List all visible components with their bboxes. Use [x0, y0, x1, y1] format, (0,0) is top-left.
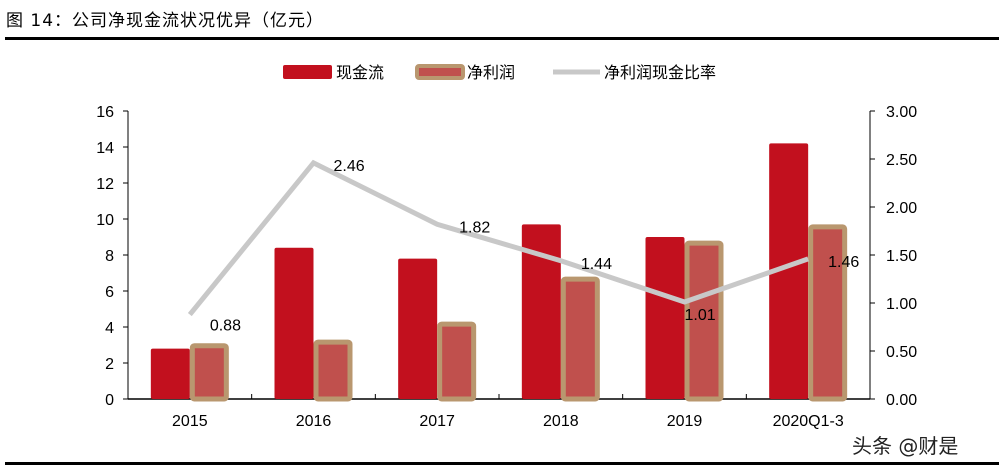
- x-tick-label: 2017: [419, 413, 455, 430]
- bar-cash-flow: [398, 258, 438, 399]
- x-tick-label: 2019: [667, 413, 703, 430]
- bar-net-profit: [560, 276, 600, 402]
- bar-cash-flow: [645, 237, 685, 399]
- bar-cash-flow: [769, 143, 809, 399]
- right-tick-label: 1.00: [886, 296, 917, 313]
- left-tick-label: 6: [105, 284, 114, 301]
- legend-swatch-cash-flow: [283, 65, 332, 79]
- legend-label-net-profit: 净利润: [467, 64, 515, 82]
- x-tick-label: 2016: [296, 413, 332, 430]
- bar-net-profit: [437, 321, 477, 402]
- left-tick-label: 8: [105, 248, 114, 265]
- right-tick-label: 3.00: [886, 104, 917, 121]
- bar-net-profit: [684, 240, 724, 402]
- left-tick-label: 4: [105, 320, 114, 337]
- ratio-data-label: 1.82: [459, 219, 490, 236]
- bar-net-profit: [313, 339, 353, 402]
- watermark: 头条 @财是: [852, 434, 959, 458]
- right-tick-label: 2.50: [886, 152, 917, 169]
- bottom-rule: [5, 462, 999, 465]
- ratio-line: [187, 159, 809, 317]
- legend-swatch-net-profit: [415, 64, 465, 80]
- ratio-data-label: 1.01: [685, 307, 716, 324]
- left-tick-label: 14: [96, 140, 114, 157]
- right-tick-label: 0.50: [886, 344, 917, 361]
- ratio-data-label: 0.88: [210, 318, 241, 335]
- left-tick-label: 2: [105, 356, 114, 373]
- x-tick-label: 2015: [172, 413, 208, 430]
- x-tick-label: 2018: [543, 413, 579, 430]
- right-tick-label: 1.50: [886, 248, 917, 265]
- bar-net-profit: [189, 343, 229, 402]
- top-rule: [5, 37, 999, 40]
- left-tick-label: 16: [96, 104, 114, 121]
- figure-title: 图 14：公司净现金流状况优异（亿元）: [6, 11, 325, 31]
- left-tick-label: 12: [96, 176, 114, 193]
- bar-net-profit: [808, 224, 848, 402]
- x-tick-label: 2020Q1-3: [773, 413, 844, 430]
- ratio-data-label: 2.46: [334, 158, 365, 175]
- bar-cash-flow: [274, 247, 314, 399]
- left-tick-label: 10: [96, 212, 114, 229]
- ratio-data-label: 1.46: [828, 254, 859, 271]
- legend-label-cash-flow: 现金流: [336, 64, 384, 82]
- ratio-data-label: 1.44: [581, 256, 612, 273]
- bar-cash-flow: [150, 348, 190, 399]
- right-tick-label: 2.00: [886, 200, 917, 217]
- legend-label-ratio: 净利润现金比率: [604, 64, 716, 82]
- bar-cash-flow: [521, 224, 561, 399]
- right-tick-label: 0.00: [886, 392, 917, 409]
- left-tick-label: 0: [105, 392, 114, 409]
